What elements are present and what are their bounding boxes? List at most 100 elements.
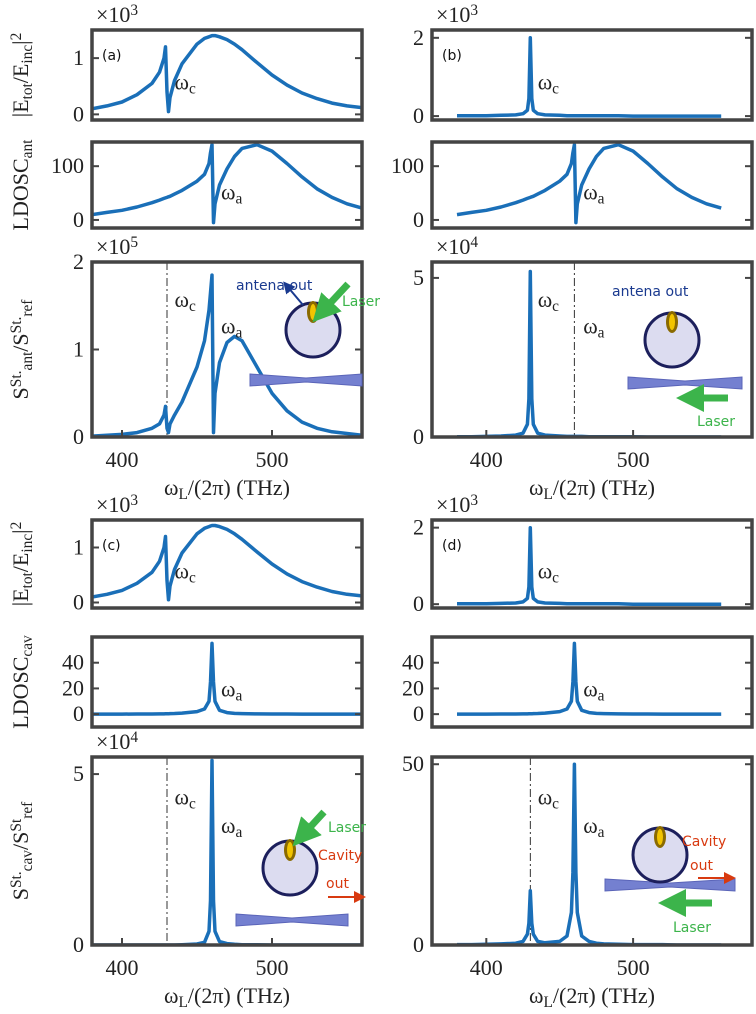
peak-label-part: a xyxy=(598,190,605,207)
y-axis-label-part: inc xyxy=(19,45,36,64)
y-axis-label-part: ref xyxy=(19,299,36,317)
y-multiplier-part: 5 xyxy=(130,234,138,251)
y-tick-label: 100 xyxy=(391,153,424,178)
y-axis-label-part: cav xyxy=(19,635,36,657)
peak-label-part: ω xyxy=(221,813,235,838)
y-axis-label-part: |E xyxy=(8,588,33,606)
y-multiplier-part: ×10 xyxy=(96,234,130,259)
peak-label: ωc xyxy=(175,558,196,586)
x-axis-label-part: ω xyxy=(164,983,178,1008)
y-multiplier-part: ×10 xyxy=(96,492,130,517)
y-axis-label-part: S xyxy=(8,387,33,399)
peak-label-part: ω xyxy=(175,287,189,312)
y-multiplier: ×104 xyxy=(436,234,478,259)
y-axis-label-part: /S xyxy=(8,333,33,351)
peak-label-part: ω xyxy=(175,70,189,95)
inset-label: Laser xyxy=(673,920,711,936)
inset-label: antena out xyxy=(236,278,313,294)
arrow xyxy=(292,809,327,847)
inset-label: out xyxy=(326,876,349,892)
x-axis-label-part: ω xyxy=(164,475,178,500)
y-axis-label: LDOSCcav xyxy=(8,635,36,729)
x-axis-label-part: ω xyxy=(529,475,543,500)
y-axis-label-part: S xyxy=(8,888,33,900)
panel-label: (a) xyxy=(102,48,122,64)
y-axis-label-part: St. xyxy=(8,317,25,334)
peak-label: ωa xyxy=(583,813,604,841)
x-tick-label: 500 xyxy=(617,955,650,980)
peak-label-part: ω xyxy=(583,179,597,204)
peak-label-part: c xyxy=(189,795,196,812)
x-tick-label: 400 xyxy=(106,447,139,472)
peak-label-part: ω xyxy=(583,813,597,838)
y-multiplier: ×103 xyxy=(96,492,138,517)
axes-frame xyxy=(430,28,754,122)
y-tick-label: 0 xyxy=(413,591,424,616)
peak-label: ωc xyxy=(175,287,196,315)
y-axis-label-part: St xyxy=(8,818,25,832)
y-tick-label: 0 xyxy=(413,207,424,232)
y-tick-label: 20 xyxy=(62,675,84,700)
curve xyxy=(92,142,362,225)
x-axis-label: ωL/(2π) (THz) xyxy=(164,475,290,503)
y-multiplier-part: 3 xyxy=(470,2,478,19)
peak-label-part: ω xyxy=(538,785,552,810)
y-multiplier-part: 3 xyxy=(130,492,138,509)
y-multiplier-part: ×10 xyxy=(96,729,130,754)
y-tick-label: 0 xyxy=(73,424,84,449)
y-axis-label-part: St. xyxy=(8,371,25,388)
antenna-core xyxy=(287,842,293,858)
y-axis-label: SSt.ant/SSt.ref xyxy=(8,299,36,400)
y-tick-label: 0 xyxy=(413,424,424,449)
peak-label-part: ω xyxy=(538,558,552,583)
y-axis-label-part: ant xyxy=(19,351,36,371)
peak-label-part: c xyxy=(552,795,559,812)
peak-label-part: c xyxy=(552,569,559,586)
x-tick-label: 400 xyxy=(470,447,503,472)
peak-label: ωa xyxy=(221,677,242,705)
antenna-core xyxy=(657,829,663,845)
y-multiplier: ×105 xyxy=(96,234,138,259)
y-axis-label-part: tot xyxy=(19,82,36,99)
y-tick-label: 5 xyxy=(73,761,84,786)
y-axis-label-part: | xyxy=(8,40,33,44)
y-multiplier-part: ×10 xyxy=(436,234,470,259)
x-axis-label-part: /(2π) (THz) xyxy=(188,983,290,1008)
y-multiplier-part: ×10 xyxy=(436,2,470,27)
axes-frame xyxy=(90,518,364,610)
axes-frame xyxy=(430,635,754,729)
peak-label-part: c xyxy=(552,298,559,315)
y-multiplier: ×103 xyxy=(436,492,478,517)
peak-label-part: a xyxy=(235,324,242,341)
y-axis-label: SSt.cav/SStref xyxy=(8,801,36,900)
antenna-core xyxy=(669,314,675,330)
peak-label-part: a xyxy=(235,824,242,841)
y-axis-label-part: St. xyxy=(8,871,25,888)
peak-label-part: a xyxy=(598,324,605,341)
axes-frame xyxy=(90,140,364,230)
peak-label: ωc xyxy=(538,287,559,315)
inset-label: Laser xyxy=(328,820,366,836)
y-tick-label: 40 xyxy=(402,650,424,675)
peak-label-part: ω xyxy=(583,313,597,338)
y-tick-label: 20 xyxy=(402,675,424,700)
x-axis-label-part: L xyxy=(543,994,552,1011)
y-tick-label: 5 xyxy=(413,265,424,290)
x-axis-label: ωL/(2π) (THz) xyxy=(164,983,290,1011)
peak-label-part: a xyxy=(235,190,242,207)
waveguide xyxy=(235,913,349,927)
y-tick-label: 1 xyxy=(73,535,84,560)
y-axis-label-part: LDOSC xyxy=(8,158,33,230)
peak-label-part: ω xyxy=(221,677,235,702)
waveguide xyxy=(249,373,363,387)
y-tick-label: 0 xyxy=(413,701,424,726)
curve xyxy=(456,142,722,225)
y-multiplier: ×104 xyxy=(96,729,138,754)
peak-label: ωa xyxy=(583,677,604,705)
y-multiplier-part: 3 xyxy=(130,2,138,19)
y-axis-label-part: 2 xyxy=(8,33,25,41)
y-tick-label: 0 xyxy=(73,207,84,232)
panel-label: (b) xyxy=(442,48,462,64)
y-tick-label: 2 xyxy=(73,249,84,274)
